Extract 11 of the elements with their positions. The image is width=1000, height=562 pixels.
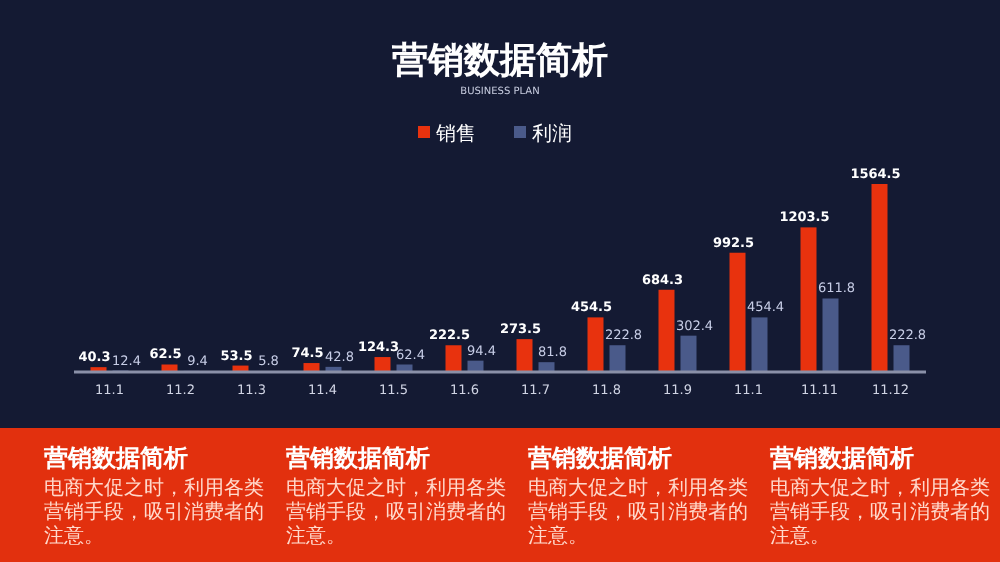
text: 营销数据简析 bbox=[770, 444, 916, 472]
text: 营销数据简析 bbox=[44, 444, 190, 472]
legend-label: 利润 bbox=[532, 122, 572, 146]
chart-title: 营销数据简析 bbox=[390, 40, 608, 82]
legend-label: 销售 bbox=[434, 122, 476, 146]
text: 营销数据简析 bbox=[528, 444, 674, 472]
text: 电商大促之时，利用各类营销手段，吸引消费者的注意。 bbox=[770, 478, 992, 550]
text: 电商大促之时，利用各类营销手段，吸引消费者的注意。 bbox=[528, 478, 750, 550]
text: 电商大促之时，利用各类营销手段，吸引消费者的注意。 bbox=[44, 478, 266, 550]
text: 营销数据简析 bbox=[286, 444, 432, 472]
text: 电商大促之时，利用各类营销手段，吸引消费者的注意。 bbox=[286, 478, 508, 550]
